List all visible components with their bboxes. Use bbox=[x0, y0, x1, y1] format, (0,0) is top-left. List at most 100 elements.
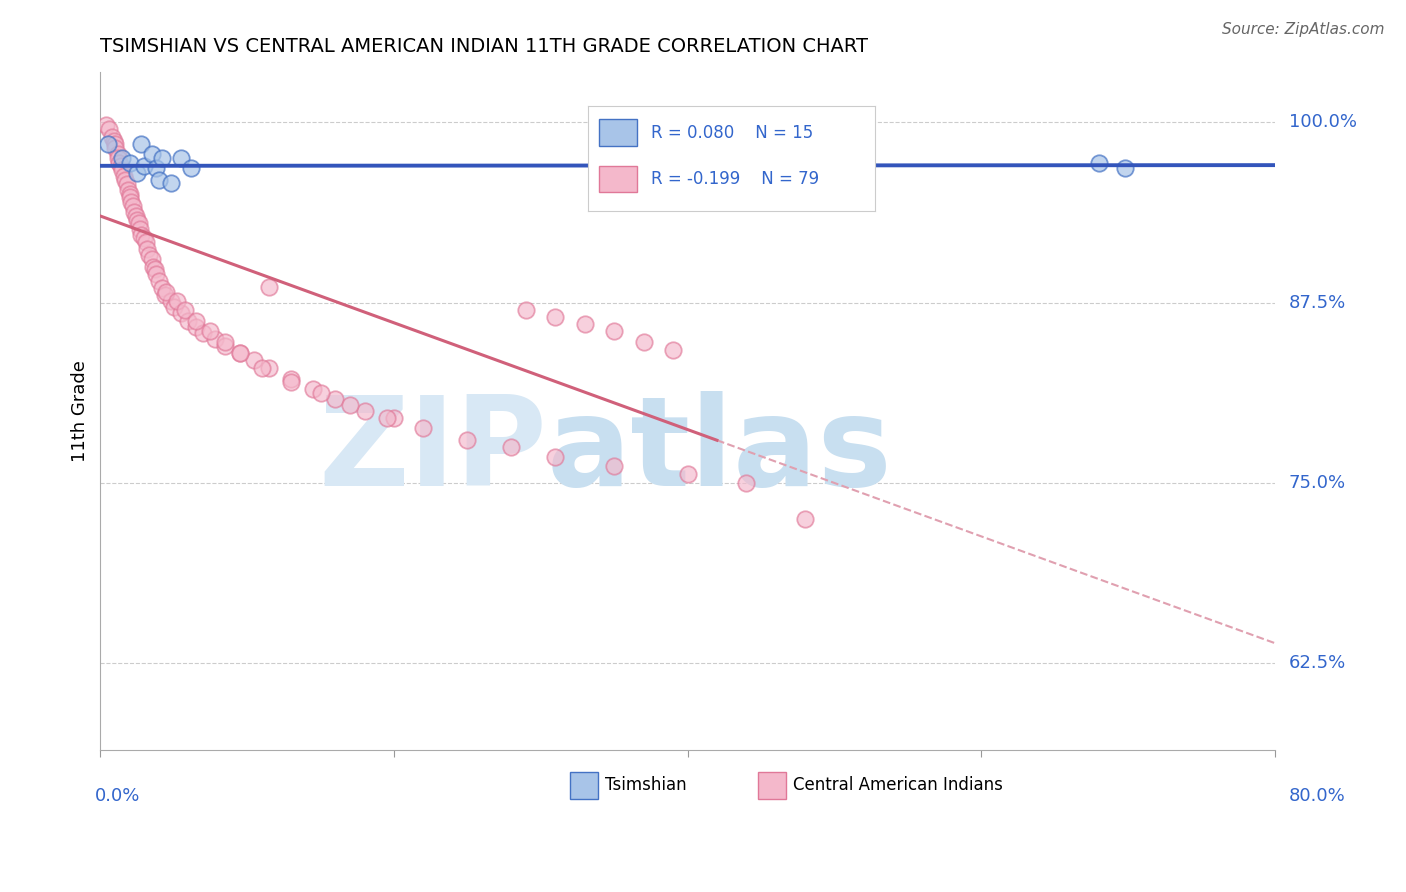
Point bbox=[110, 159, 132, 173]
Point bbox=[150, 151, 173, 165]
Point bbox=[1114, 161, 1136, 176]
Point bbox=[141, 252, 163, 267]
Point bbox=[104, 141, 127, 155]
Point bbox=[101, 129, 124, 144]
Point bbox=[177, 314, 200, 328]
Point bbox=[124, 209, 146, 223]
Point bbox=[170, 151, 193, 165]
Point bbox=[128, 216, 150, 230]
Point bbox=[250, 360, 273, 375]
Point bbox=[163, 300, 186, 314]
Point bbox=[794, 512, 817, 526]
Text: Tsimshian: Tsimshian bbox=[606, 776, 688, 794]
Point bbox=[145, 161, 167, 176]
Point bbox=[603, 458, 626, 473]
Point bbox=[412, 421, 434, 435]
Point bbox=[243, 353, 266, 368]
Point bbox=[159, 176, 181, 190]
Text: atlas: atlas bbox=[547, 391, 893, 512]
Point bbox=[501, 440, 523, 454]
Point bbox=[97, 136, 120, 151]
Text: 75.0%: 75.0% bbox=[1289, 474, 1346, 492]
Point bbox=[544, 310, 567, 324]
Point bbox=[118, 187, 141, 202]
Point bbox=[136, 242, 159, 256]
Point bbox=[103, 134, 125, 148]
Point bbox=[107, 151, 129, 165]
Point bbox=[135, 235, 157, 249]
Point bbox=[108, 155, 131, 169]
Text: ZIP: ZIP bbox=[318, 391, 547, 512]
Text: 100.0%: 100.0% bbox=[1289, 113, 1357, 131]
Point bbox=[120, 194, 142, 209]
Point bbox=[603, 325, 626, 339]
Point bbox=[118, 155, 141, 169]
Point bbox=[114, 173, 136, 187]
Point bbox=[125, 213, 148, 227]
Point bbox=[129, 222, 152, 236]
Text: 87.5%: 87.5% bbox=[1289, 293, 1346, 311]
Point bbox=[229, 346, 252, 360]
Point bbox=[141, 147, 163, 161]
Point bbox=[662, 343, 685, 358]
Point bbox=[257, 360, 280, 375]
Bar bbox=[569, 772, 599, 798]
Point bbox=[155, 285, 177, 300]
Point bbox=[375, 411, 398, 425]
Bar bbox=[758, 772, 786, 798]
Point bbox=[544, 450, 567, 464]
Point bbox=[170, 306, 193, 320]
Text: Source: ZipAtlas.com: Source: ZipAtlas.com bbox=[1222, 22, 1385, 37]
Point bbox=[104, 136, 127, 151]
Point bbox=[143, 262, 166, 277]
Point bbox=[1087, 155, 1109, 169]
Point bbox=[117, 183, 139, 197]
Point bbox=[138, 248, 160, 262]
Point bbox=[153, 288, 176, 302]
Point bbox=[456, 433, 478, 447]
Point bbox=[204, 332, 226, 346]
Text: 0.0%: 0.0% bbox=[94, 787, 139, 805]
Point bbox=[280, 375, 302, 389]
Point bbox=[323, 392, 346, 407]
Point bbox=[339, 398, 361, 412]
Point bbox=[214, 339, 236, 353]
Point bbox=[184, 320, 207, 334]
Point bbox=[191, 326, 214, 340]
Point bbox=[122, 204, 145, 219]
Point bbox=[166, 294, 188, 309]
Point bbox=[229, 346, 252, 360]
Point bbox=[98, 122, 121, 136]
Point bbox=[150, 281, 173, 295]
Point bbox=[121, 199, 143, 213]
Point bbox=[515, 302, 537, 317]
Point bbox=[302, 382, 325, 396]
Y-axis label: 11th Grade: 11th Grade bbox=[72, 359, 89, 462]
Point bbox=[735, 475, 758, 490]
Point bbox=[131, 136, 153, 151]
Point bbox=[574, 317, 596, 331]
Text: Central American Indians: Central American Indians bbox=[793, 776, 1002, 794]
Point bbox=[633, 334, 655, 349]
Point bbox=[145, 267, 167, 281]
Point bbox=[111, 162, 134, 177]
Point bbox=[107, 147, 129, 161]
Point bbox=[134, 230, 156, 244]
Point bbox=[309, 386, 332, 401]
Point bbox=[180, 161, 202, 176]
Point bbox=[148, 274, 170, 288]
Point bbox=[111, 151, 134, 165]
Point bbox=[134, 159, 156, 173]
Point bbox=[353, 404, 375, 418]
Point bbox=[96, 118, 118, 132]
Point bbox=[148, 173, 170, 187]
Point bbox=[676, 467, 699, 482]
Point bbox=[174, 302, 197, 317]
Point bbox=[118, 190, 141, 204]
Point bbox=[257, 279, 280, 293]
Point bbox=[159, 294, 181, 309]
Point bbox=[131, 227, 153, 242]
Point bbox=[125, 166, 148, 180]
Point bbox=[184, 314, 207, 328]
Point bbox=[142, 260, 165, 274]
